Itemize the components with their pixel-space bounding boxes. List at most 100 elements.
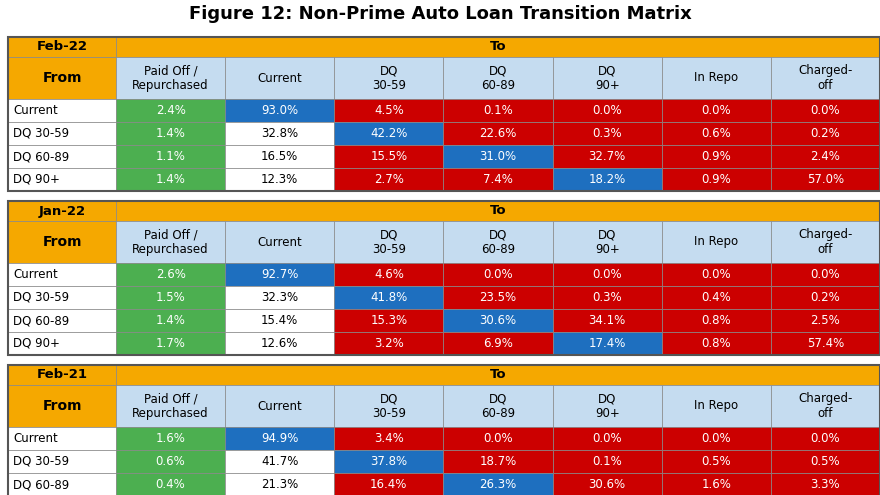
- Bar: [771, 263, 880, 286]
- Text: Jan-22: Jan-22: [39, 204, 85, 217]
- Bar: [444, 332, 553, 355]
- Text: 12.6%: 12.6%: [261, 337, 298, 350]
- Text: 0.0%: 0.0%: [592, 268, 622, 281]
- Text: 30.6%: 30.6%: [480, 314, 517, 327]
- Bar: [225, 427, 334, 450]
- Bar: [444, 168, 553, 191]
- Bar: [334, 168, 444, 191]
- Bar: [444, 99, 553, 122]
- Bar: [8, 57, 116, 99]
- Text: 16.5%: 16.5%: [261, 150, 298, 163]
- Text: In Repo: In Repo: [694, 399, 738, 412]
- Bar: [116, 450, 225, 473]
- Bar: [553, 309, 662, 332]
- Text: 21.3%: 21.3%: [261, 478, 298, 491]
- Text: Paid Off /
Repurchased: Paid Off / Repurchased: [132, 392, 209, 420]
- Text: 92.7%: 92.7%: [261, 268, 298, 281]
- Text: DQ
90+: DQ 90+: [595, 228, 620, 256]
- Text: 2.7%: 2.7%: [374, 173, 404, 186]
- Text: 41.7%: 41.7%: [261, 455, 298, 468]
- Text: 1.4%: 1.4%: [156, 173, 186, 186]
- Bar: [662, 99, 771, 122]
- Text: 2.5%: 2.5%: [810, 314, 840, 327]
- Bar: [662, 57, 771, 99]
- Bar: [116, 365, 880, 385]
- Bar: [334, 145, 444, 168]
- Text: Paid Off /
Repurchased: Paid Off / Repurchased: [132, 64, 209, 92]
- Bar: [116, 385, 225, 427]
- Bar: [662, 427, 771, 450]
- Text: 0.0%: 0.0%: [701, 432, 731, 445]
- Bar: [225, 145, 334, 168]
- Bar: [116, 332, 225, 355]
- Text: 0.0%: 0.0%: [810, 268, 840, 281]
- Text: 23.5%: 23.5%: [480, 291, 517, 304]
- Bar: [771, 385, 880, 427]
- Text: 0.0%: 0.0%: [810, 104, 840, 117]
- Bar: [334, 122, 444, 145]
- Bar: [662, 450, 771, 473]
- Bar: [8, 37, 880, 191]
- Text: 0.8%: 0.8%: [701, 314, 731, 327]
- Bar: [553, 122, 662, 145]
- Text: 0.4%: 0.4%: [701, 291, 731, 304]
- Bar: [444, 145, 553, 168]
- Bar: [334, 473, 444, 495]
- Text: 42.2%: 42.2%: [370, 127, 407, 140]
- Text: 0.0%: 0.0%: [701, 268, 731, 281]
- Text: To: To: [489, 368, 506, 382]
- Text: Current: Current: [257, 71, 302, 85]
- Bar: [334, 221, 444, 263]
- Text: Figure 12: Non-Prime Auto Loan Transition Matrix: Figure 12: Non-Prime Auto Loan Transitio…: [188, 5, 692, 23]
- Text: In Repo: In Repo: [694, 71, 738, 85]
- Bar: [444, 385, 553, 427]
- Text: DQ
30-59: DQ 30-59: [372, 64, 406, 92]
- Bar: [334, 385, 444, 427]
- Bar: [225, 332, 334, 355]
- Text: 16.4%: 16.4%: [370, 478, 407, 491]
- Text: 3.3%: 3.3%: [810, 478, 840, 491]
- Bar: [771, 99, 880, 122]
- Bar: [116, 57, 225, 99]
- Bar: [225, 57, 334, 99]
- Text: 1.6%: 1.6%: [156, 432, 186, 445]
- Text: 37.8%: 37.8%: [370, 455, 407, 468]
- Bar: [771, 450, 880, 473]
- Bar: [8, 473, 116, 495]
- Text: 12.3%: 12.3%: [261, 173, 298, 186]
- Bar: [662, 221, 771, 263]
- Bar: [8, 365, 880, 495]
- Bar: [662, 263, 771, 286]
- Bar: [116, 145, 225, 168]
- Bar: [771, 145, 880, 168]
- Bar: [553, 450, 662, 473]
- Bar: [8, 201, 116, 221]
- Text: 18.7%: 18.7%: [480, 455, 517, 468]
- Bar: [8, 309, 116, 332]
- Text: DQ
30-59: DQ 30-59: [372, 392, 406, 420]
- Text: Current: Current: [257, 236, 302, 248]
- Bar: [334, 99, 444, 122]
- Text: 0.4%: 0.4%: [156, 478, 186, 491]
- Bar: [444, 450, 553, 473]
- Text: 1.7%: 1.7%: [156, 337, 186, 350]
- Text: Current: Current: [13, 104, 58, 117]
- Bar: [225, 385, 334, 427]
- Bar: [8, 221, 116, 263]
- Bar: [225, 286, 334, 309]
- Text: 30.6%: 30.6%: [589, 478, 626, 491]
- Text: 1.4%: 1.4%: [156, 127, 186, 140]
- Text: DQ 30-59: DQ 30-59: [13, 455, 70, 468]
- Text: To: To: [489, 204, 506, 217]
- Bar: [771, 221, 880, 263]
- Text: 0.5%: 0.5%: [701, 455, 731, 468]
- Text: 6.9%: 6.9%: [483, 337, 513, 350]
- Bar: [116, 201, 880, 221]
- Text: 4.5%: 4.5%: [374, 104, 404, 117]
- Bar: [662, 286, 771, 309]
- Text: 0.3%: 0.3%: [592, 127, 622, 140]
- Text: 0.2%: 0.2%: [810, 291, 840, 304]
- Text: Current: Current: [13, 432, 58, 445]
- Bar: [553, 221, 662, 263]
- Bar: [116, 37, 880, 57]
